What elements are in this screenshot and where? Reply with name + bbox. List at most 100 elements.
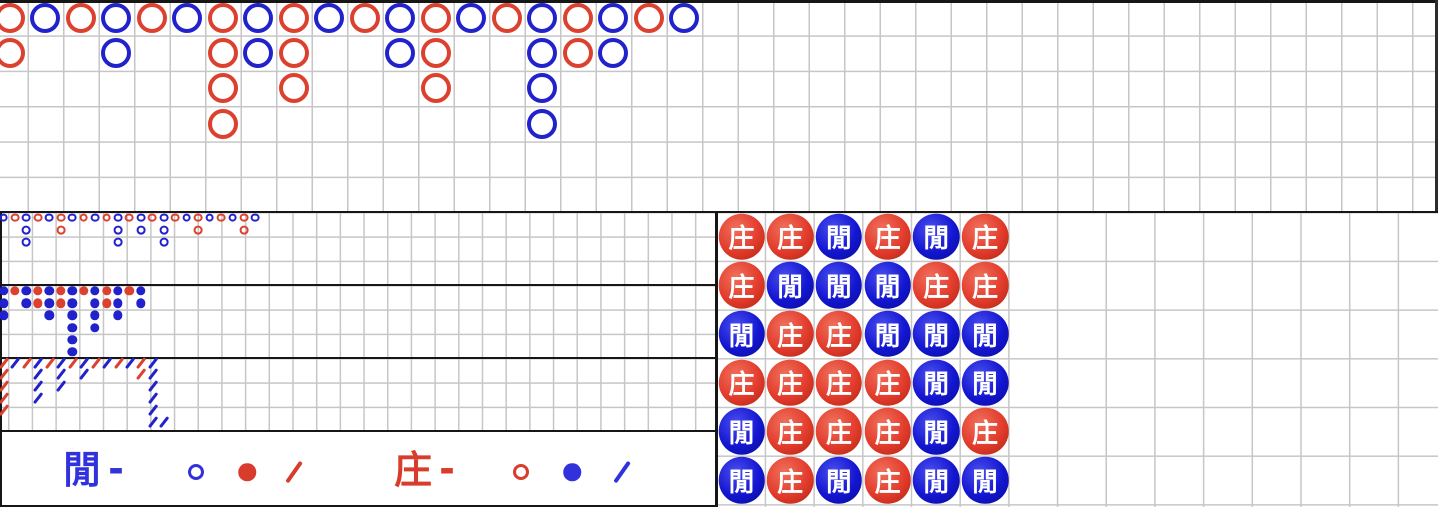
legend-banker-label: 庄 (393, 448, 433, 492)
big-road-red-marker (349, 2, 380, 33)
big-road-red-marker (562, 2, 593, 33)
bead-cell-player: 閒 (718, 456, 765, 504)
big-road-blue-marker (101, 38, 131, 69)
player-big-eye-hollow-circle-icon (188, 464, 204, 480)
small-road-red-marker (101, 298, 112, 308)
big-eye-boy-red-marker (239, 225, 249, 235)
big-eye-boy-red-marker (216, 213, 226, 222)
big-road-blue-marker (527, 38, 557, 69)
small-road-bottom-separator (0, 356, 716, 359)
banker-cockroach-slash-icon (613, 460, 631, 484)
bead-cell-player: 閒 (913, 408, 960, 455)
big-road-red-marker (0, 38, 25, 69)
big-road-panel (0, 0, 1438, 212)
bead-cell-banker: 庄 (718, 359, 765, 406)
small-road-red-marker (124, 286, 135, 296)
big-road-red-marker (207, 38, 238, 69)
bead-cell-banker: 庄 (766, 359, 814, 406)
bead-cell-player: 閒 (815, 261, 863, 309)
big-eye-boy-blue-marker (159, 237, 169, 247)
big-eye-boy-blue-marker (159, 213, 169, 222)
small-road-blue-marker (113, 286, 123, 296)
cockroach-road-panel (0, 358, 716, 431)
bead-cell-banker: 庄 (864, 408, 911, 455)
big-eye-boy-blue-marker (113, 213, 123, 222)
bead-cell-player: 閒 (766, 261, 814, 309)
big-road-red-marker (562, 38, 593, 69)
small-road-red-marker (56, 286, 66, 296)
big-road-blue-marker (314, 2, 344, 33)
roads-legend: 閒 - 庄 - (0, 431, 716, 507)
player-small-road-solid-circle-icon (238, 463, 256, 481)
bead-cell-banker: 庄 (864, 359, 911, 406)
banker-big-eye-hollow-circle-icon (513, 464, 529, 480)
bead-cell-player: 閒 (864, 310, 911, 358)
bead-cell-banker: 庄 (766, 310, 814, 358)
bead-cell-banker: 庄 (766, 456, 814, 504)
player-cockroach-slash-icon (285, 460, 303, 484)
top-border-line (0, 0, 1438, 3)
big-road-blue-marker (385, 38, 415, 69)
bead-cell-player: 閒 (961, 456, 1009, 504)
big-eye-boy-blue-marker (0, 213, 8, 222)
big-eye-boy-blue-marker (159, 225, 169, 235)
small-road-blue-marker (90, 286, 100, 296)
legend-player-dash: - (108, 447, 124, 491)
big-eye-boy-red-marker (10, 213, 20, 222)
bead-cell-banker: 庄 (913, 261, 960, 309)
small-road-blue-marker (67, 335, 77, 345)
big-road-blue-marker (101, 2, 131, 33)
bead-cell-banker: 庄 (961, 408, 1009, 455)
big-eye-boy-red-marker (125, 213, 134, 222)
small-road-blue-marker (21, 286, 32, 296)
big-road-red-marker (207, 73, 238, 104)
big-eye-boy-blue-marker (44, 213, 54, 222)
bead-cell-banker: 庄 (961, 261, 1009, 309)
big-eye-boy-blue-marker (182, 213, 192, 222)
small-road-panel (0, 285, 716, 358)
small-road-blue-marker (44, 310, 54, 321)
small-road-blue-marker (67, 322, 77, 333)
big-eye-boy-red-marker (79, 213, 89, 222)
bead-cell-banker: 庄 (718, 261, 765, 309)
small-road-blue-marker (136, 286, 146, 296)
small-road-blue-marker (0, 310, 9, 321)
small-road-blue-marker (90, 298, 100, 308)
big-eye-boy-red-marker (56, 225, 66, 235)
big-eye-boy-blue-marker (250, 213, 260, 222)
big-road-blue-marker (527, 108, 557, 139)
bead-cell-banker: 庄 (766, 213, 814, 260)
bead-cell-player: 閒 (913, 213, 960, 260)
small-road-blue-marker (0, 298, 9, 308)
small-road-blue-marker (44, 298, 54, 308)
bead-cell-player: 閒 (718, 408, 765, 455)
big-eye-boy-panel (0, 212, 716, 285)
big-road-blue-marker (527, 2, 557, 33)
big-road-red-marker (207, 2, 238, 33)
bead-cell-banker: 庄 (766, 408, 814, 455)
small-road-red-marker (33, 286, 43, 296)
big-road-bottom-separator (0, 210, 1438, 213)
legend-player-label: 閒 (62, 448, 102, 492)
big-road-blue-marker (598, 38, 628, 69)
big-road-red-marker (278, 2, 309, 33)
bead-plate-left-separator (714, 212, 718, 507)
big-road-red-marker (633, 2, 664, 33)
small-road-red-marker (101, 286, 112, 296)
banker-small-road-solid-circle-icon (563, 463, 581, 481)
small-road-blue-marker (113, 310, 123, 321)
small-road-blue-marker (67, 347, 77, 357)
big-road-red-marker (65, 2, 96, 33)
small-road-red-marker (33, 298, 43, 308)
bead-cell-player: 閒 (961, 310, 1009, 358)
small-road-red-marker (10, 286, 20, 296)
bead-cell-player: 閒 (718, 310, 765, 358)
right-border-line (1435, 0, 1438, 212)
big-road-blue-marker (598, 2, 628, 33)
bead-cell-banker: 庄 (815, 359, 863, 406)
big-road-red-marker (207, 108, 238, 139)
big-eye-boy-red-marker (147, 213, 157, 222)
small-road-blue-marker (90, 322, 100, 333)
bead-cell-banker: 庄 (815, 408, 863, 455)
big-road-red-marker (136, 2, 167, 33)
